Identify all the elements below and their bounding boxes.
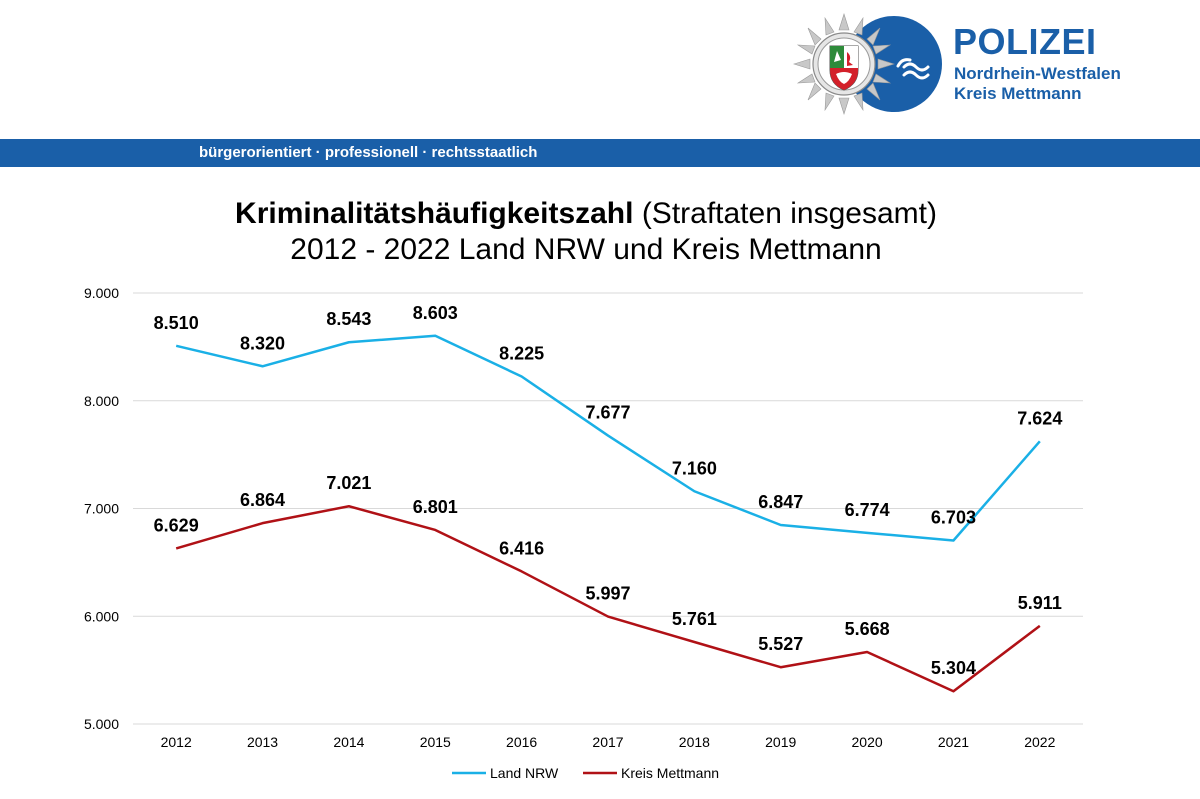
x-tick-label: 2016: [506, 734, 537, 750]
data-label: 6.416: [499, 538, 544, 558]
series-line-land-nrw: [175, 334, 1041, 542]
data-label: 6.703: [931, 508, 976, 528]
data-label: 8.510: [154, 313, 199, 333]
y-tick-label: 5.000: [84, 716, 119, 732]
data-label: 6.774: [845, 500, 890, 520]
chart-title: Kriminalitätshäufigkeitszahl (Straftaten…: [0, 196, 1172, 268]
data-label: 5.911: [1018, 593, 1062, 613]
x-tick-label: 2014: [333, 734, 364, 750]
x-tick-label: 2022: [1024, 734, 1055, 750]
chart-subtitle: 2012 - 2022 Land NRW und Kreis Mettmann: [290, 233, 882, 266]
data-label: 5.668: [845, 619, 890, 639]
y-tick-label: 7.000: [84, 501, 119, 517]
y-tick-label: 8.000: [84, 393, 119, 409]
tagline-text: bürgerorientiert · professionell · recht…: [199, 144, 538, 161]
y-tick-label: 6.000: [84, 608, 119, 624]
data-label: 5.527: [758, 634, 803, 654]
data-label: 8.225: [499, 344, 544, 364]
data-label: 7.677: [585, 403, 630, 423]
data-label: 6.847: [758, 492, 803, 512]
x-tick-label: 2021: [938, 734, 969, 750]
y-tick-label: 9.000: [84, 285, 119, 301]
data-label: 6.864: [240, 490, 285, 510]
legend-label: Land NRW: [490, 765, 559, 781]
series-line-kreis-mettmann: [175, 504, 1041, 693]
chart-title-bold: Kriminalitätshäufigkeitszahl: [235, 197, 634, 230]
data-label: 6.629: [154, 515, 199, 535]
legend-label: Kreis Mettmann: [621, 765, 719, 781]
x-tick-label: 2017: [592, 734, 623, 750]
data-label: 5.761: [672, 609, 717, 629]
x-tick-label: 2019: [765, 734, 796, 750]
data-label: 7.021: [326, 473, 371, 493]
x-tick-label: 2020: [852, 734, 883, 750]
page-header: POLIZEI Nordrhein-Westfalen Kreis Mettma…: [0, 0, 1200, 140]
police-star-logo-icon: [792, 12, 942, 116]
data-label: 8.320: [240, 333, 285, 353]
brand-state: Nordrhein-Westfalen: [954, 64, 1121, 83]
data-label: 8.603: [413, 303, 458, 323]
data-label: 6.801: [413, 497, 458, 517]
brand-district: Kreis Mettmann: [954, 84, 1082, 103]
x-tick-label: 2015: [420, 734, 451, 750]
chart-title-rest: (Straftaten insgesamt): [633, 197, 937, 230]
x-tick-label: 2013: [247, 734, 278, 750]
data-label: 5.304: [931, 658, 976, 678]
data-label: 5.997: [585, 584, 630, 604]
data-label: 7.624: [1017, 408, 1062, 428]
x-tick-label: 2018: [679, 734, 710, 750]
brand-title: POLIZEI: [953, 21, 1097, 62]
tagline-bar: bürgerorientiert · professionell · recht…: [0, 139, 1200, 167]
data-label: 8.543: [326, 309, 371, 329]
data-label: 7.160: [672, 458, 717, 478]
x-tick-label: 2012: [161, 734, 192, 750]
